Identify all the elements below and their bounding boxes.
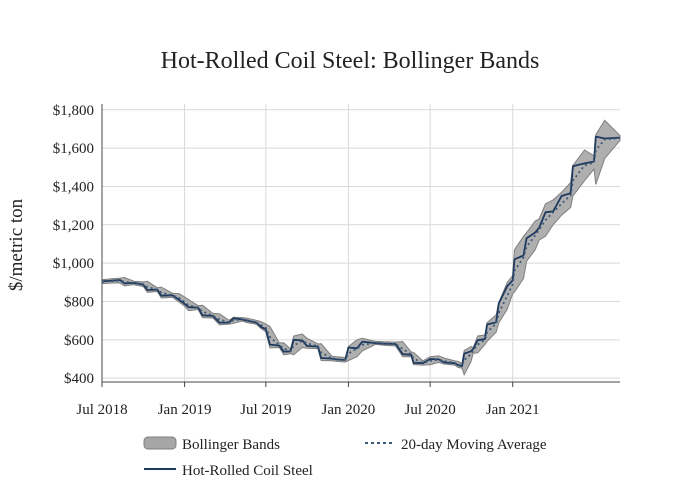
x-tick-label: Jul 2019 (240, 402, 291, 418)
bollinger-band-area (101, 119, 621, 376)
x-tick-label: Jan 2019 (158, 402, 212, 418)
y-tick-label: $1,400 (53, 179, 94, 195)
chart-title: Hot-Rolled Coil Steel: Bollinger Bands (161, 48, 540, 74)
y-tick-label: $1,000 (53, 256, 94, 272)
x-tick-label: Jul 2018 (76, 402, 127, 418)
y-tick-label: $800 (64, 294, 94, 310)
legend-swatch-bollinger-bands (143, 436, 177, 450)
axis-layer: $400 $600 $800 $1,000 $1,200 $1,400 $1,600 $1,8… (53, 103, 620, 418)
moving-average-series-line (101, 137, 621, 367)
x-tick-label: Jan 2021 (486, 402, 540, 418)
y-axis-title: $/metric ton (6, 198, 27, 291)
y-tick-label: $600 (64, 333, 94, 349)
x-tick-label: Jan 2020 (322, 402, 376, 418)
y-tick-label: $1,800 (53, 103, 94, 119)
y-tick-label: $400 (64, 371, 94, 387)
bollinger-bands-layer (101, 119, 621, 376)
y-tick-label: $1,600 (53, 141, 94, 157)
legend: Bollinger Bands 20-day Moving Average Hot-… (143, 436, 547, 479)
y-tick-label: $1,200 (53, 218, 94, 234)
legend-label-bollinger-bands: Bollinger Bands (182, 437, 280, 453)
grid-layer (101, 104, 620, 382)
price-series-line (101, 135, 621, 368)
x-tick-label: Jul 2020 (404, 402, 455, 418)
legend-label-moving-average: 20-day Moving Average (401, 437, 547, 453)
series-lines-layer (101, 135, 621, 368)
legend-label-price: Hot-Rolled Coil Steel (182, 463, 313, 479)
